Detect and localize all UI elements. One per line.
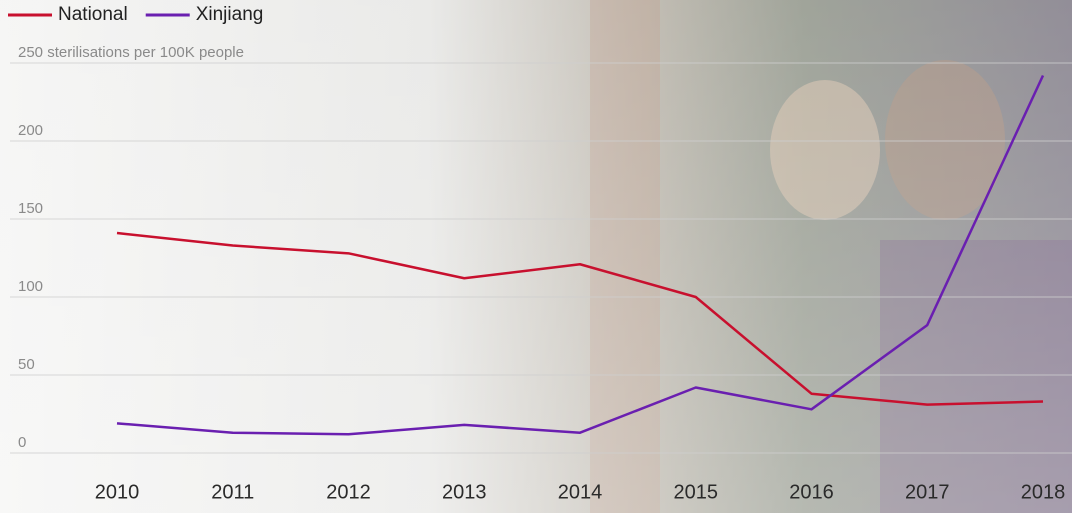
legend-label: National <box>58 4 128 25</box>
y-tick-label: 50 <box>18 356 35 373</box>
x-tick-label: 2013 <box>442 481 487 503</box>
y-tick-label: 100 <box>18 278 43 295</box>
y-tick-label: 0 <box>18 434 26 451</box>
x-tick-label: 2016 <box>789 481 834 503</box>
legend-label: Xinjiang <box>196 4 264 25</box>
page: {"chart_data": {"type": "line", "categor… <box>0 0 1072 513</box>
x-tick-label: 2014 <box>558 481 603 503</box>
chart: 0 50 100 150 200 250 sterilisations per 100K … <box>0 0 1072 513</box>
x-tick-label: 2012 <box>326 481 371 503</box>
x-tick-label: 2010 <box>95 481 140 503</box>
x-tick-label: 2011 <box>211 481 254 503</box>
x-tick-label: 2017 <box>905 481 950 503</box>
y-tick-label: 150 <box>18 200 43 217</box>
x-tick-label: 2015 <box>674 481 719 503</box>
overlay <box>0 0 1072 513</box>
y-tick-label: 200 <box>18 122 43 139</box>
y-tick-label: 250 sterilisations per 100K people <box>18 44 244 61</box>
x-tick-label: 2018 <box>1021 481 1066 503</box>
